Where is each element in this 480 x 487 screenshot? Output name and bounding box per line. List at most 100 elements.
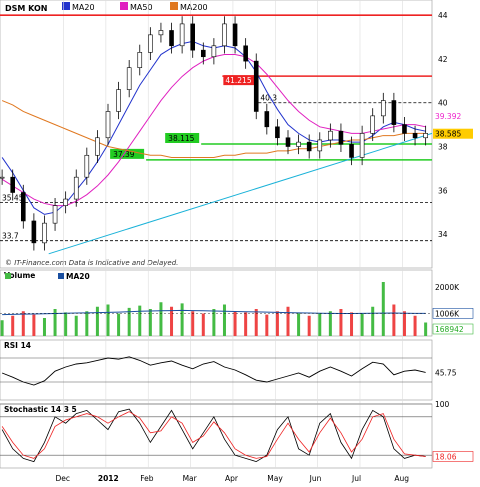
month-label-Jul: Jul (351, 474, 361, 483)
price-candle-body (10, 176, 16, 193)
panel-frame-rsi (0, 339, 433, 401)
price-candle-body (0, 176, 5, 179)
legend-ma50: MA50 (130, 3, 153, 12)
volume-tick-ma: 1006K (435, 309, 460, 318)
volume-bar (11, 315, 15, 336)
level-label-33.7: 33.7 (2, 232, 19, 241)
volume-bar (350, 312, 354, 336)
price-candle-body (84, 154, 90, 178)
right-label-39.392: 39.392 (435, 112, 461, 121)
volume-bar (402, 311, 406, 336)
rsi-title: RSI 14 (4, 341, 31, 350)
price-candle-body (148, 34, 153, 53)
price-candle-body (190, 23, 196, 51)
volume-bar (222, 304, 226, 336)
price-candle-body (63, 198, 68, 206)
stoch-tick-100: 100 (435, 400, 450, 409)
volume-bar (297, 313, 301, 336)
volume-bar (371, 306, 375, 336)
price-candle-body (116, 89, 121, 112)
volume-bar (0, 320, 4, 336)
stoch-k-line (1, 408, 426, 463)
level-tag-37.39 (110, 148, 145, 159)
price-candle-body (52, 205, 58, 224)
price-candle-body (328, 130, 333, 141)
month-label-Aug: Aug (394, 474, 409, 483)
volume-bar (95, 306, 99, 336)
volume-bar (53, 309, 57, 336)
volume-bar (265, 314, 269, 336)
panel-frame-price (0, 0, 433, 269)
price-candle-body (179, 23, 185, 47)
volume-bar (307, 315, 311, 336)
price-candle-body (317, 139, 323, 152)
month-label-May: May (267, 474, 283, 483)
legend-swatch-volume-ma20 (58, 273, 64, 279)
volume-ma-tag (432, 308, 474, 319)
volume-bar (254, 309, 258, 336)
last-price-tag (433, 128, 473, 139)
volume-bar (244, 312, 248, 336)
volume-bar (201, 313, 205, 336)
volume-bar (275, 311, 279, 336)
level-tag-41.215 (223, 75, 258, 86)
price-candle-body (243, 45, 248, 62)
price-candle-body (296, 141, 301, 147)
price-candle-body (232, 23, 238, 47)
plot-layer: Dec 2012 Feb Mar Apr May Jun Jul Aug 34 36 38 40 42 44… (0, 0, 474, 483)
price-candle-body (402, 124, 407, 134)
price-candle-body (412, 133, 418, 139)
rsi-last-value: 45.75 (435, 369, 457, 378)
price-tick-label: 42 (438, 55, 448, 64)
price-candle-body (349, 144, 354, 158)
volume-bar (233, 311, 237, 336)
volume-bar (392, 304, 396, 336)
price-tick-label: 40 (438, 99, 448, 108)
price-candle-body (391, 100, 397, 125)
volume-bar (339, 309, 343, 336)
level-label-41.215: 41.215 (225, 76, 251, 85)
volume-bar (191, 311, 195, 336)
volume-bar (180, 303, 184, 336)
volume-bar (32, 314, 36, 336)
price-candle-body (264, 111, 270, 128)
stoch-d-line (1, 411, 426, 459)
legend-swatch-volume (5, 273, 11, 279)
volume-ma20-legend: MA20 (66, 272, 90, 281)
price-candle-body (158, 30, 164, 36)
month-label-Dec: Dec (56, 474, 71, 483)
rsi-line (1, 356, 426, 386)
volume-bar (106, 304, 110, 336)
level-tag-38.115 (165, 132, 200, 143)
legend-swatch-ma50 (120, 2, 128, 10)
panel-frame-volume (0, 269, 433, 337)
price-candle-body (222, 23, 227, 47)
volume-bar (21, 311, 25, 336)
volume-bar (381, 282, 385, 336)
price-candle-body (31, 220, 37, 244)
level-label-40.3: 40.3 (260, 94, 277, 103)
volume-ma20-line (2, 309, 426, 316)
price-tick-label: 38 (438, 143, 448, 152)
volume-bar (64, 312, 68, 336)
stoch-last-tag (432, 451, 474, 462)
trend-line (48, 132, 433, 255)
stoch-title: Stochastic 14 3 5 (4, 405, 77, 414)
volume-bar (159, 302, 163, 336)
volume-bar (286, 306, 290, 336)
price-candle-body (306, 141, 312, 152)
month-label-Jun: Jun (309, 474, 322, 483)
volume-bar (85, 311, 89, 336)
legend-swatch-ma200 (170, 2, 178, 10)
price-candle-body (200, 49, 206, 58)
price-candle-body (253, 60, 259, 112)
chart-title: DSM KON (5, 4, 47, 13)
month-label-Mar: Mar (183, 474, 198, 483)
stoch-last-value: 18.06 (435, 452, 457, 461)
price-tick-label: 34 (438, 230, 448, 239)
price-candle-body (95, 137, 100, 156)
price-candle-body (359, 133, 365, 158)
price-candle-body (169, 30, 174, 47)
chart-header: DSM KON MA20 MA50 MA200 (5, 2, 208, 13)
